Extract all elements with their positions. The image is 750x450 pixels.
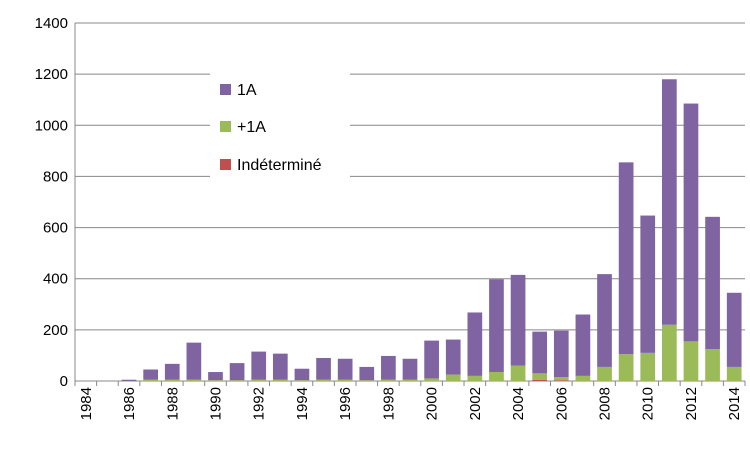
bar-segment-1a [186, 342, 202, 380]
bar-segment-1a [683, 341, 699, 381]
x-tick-label: 1996 [337, 387, 354, 420]
y-tick-label: 200 [43, 322, 68, 339]
legend-label: Indéterminé [237, 157, 322, 174]
bar-segment-ind-termin [532, 379, 548, 381]
x-tick-label: 2004 [510, 387, 527, 420]
x-tick-label: 2008 [597, 387, 614, 420]
bar-segment-1a [143, 379, 158, 381]
bar-segment-1a [229, 363, 245, 381]
bar-segment-1a [186, 379, 202, 381]
legend: 1A +1A Indéterminé [210, 72, 350, 182]
bar-segment-1a [381, 355, 396, 380]
x-tick-label: 2006 [553, 387, 570, 420]
bar-segment-1a [662, 79, 677, 325]
x-tick-label: 2014 [726, 387, 743, 420]
bar-segment-1a [316, 379, 331, 381]
bar-segment-1a [208, 380, 223, 381]
bar-segment-1a [402, 358, 418, 380]
bar-segment-1a [597, 366, 612, 381]
bar-segment-1a [597, 274, 612, 367]
bar-segment-1a [489, 372, 504, 381]
bar-segment-1a [402, 379, 418, 381]
x-tick-label: 2010 [640, 387, 657, 420]
bar-segment-1a [575, 375, 591, 381]
bar-segment-1a [143, 369, 158, 380]
x-tick-label: 1992 [251, 387, 268, 420]
bars [121, 79, 742, 381]
bar-segment-1a [467, 312, 483, 376]
y-tick-label: 1200 [35, 66, 68, 83]
y-axis: 0 200 400 600 800 1000 1200 1400 [35, 15, 76, 390]
bar-segment-1a [359, 366, 375, 381]
bar-segment-1a [510, 365, 526, 381]
bar-segment-1a [640, 215, 656, 353]
bar-segment-1a [251, 351, 267, 380]
bar-segment-1a [510, 274, 526, 366]
bar-segment-1a [618, 354, 634, 381]
bar-segment-1a [424, 340, 439, 379]
bar-segment-1a [575, 314, 591, 376]
y-tick-label: 600 [43, 220, 68, 237]
bar-segment-1a [337, 379, 353, 381]
bar-segment-1a [359, 380, 375, 381]
x-tick-label: 2012 [683, 387, 700, 420]
legend-label: 1A [237, 82, 257, 99]
bar-segment-1a [705, 349, 720, 381]
bar-segment-1a [532, 331, 548, 374]
legend-swatch [220, 159, 231, 170]
x-tick-label: 1998 [380, 387, 397, 420]
bar-segment-1a [640, 352, 656, 381]
x-tick-label: 1994 [294, 387, 311, 420]
bar-segment-1a [662, 324, 677, 381]
bar-segment-1a [121, 379, 137, 381]
gridlines [75, 22, 745, 331]
x-tick-label: 1988 [164, 387, 181, 420]
bar-segment-1a [683, 103, 699, 342]
x-tick-label: 1986 [121, 387, 138, 420]
bar-segment-1a [164, 379, 180, 381]
bar-segment-1a [251, 379, 267, 381]
bar-segment-1a [381, 379, 396, 381]
bar-segment-1a [208, 372, 223, 381]
legend-swatch [220, 84, 231, 95]
legend-swatch [220, 121, 231, 132]
bar-segment-1a [467, 375, 483, 381]
x-axis: 1984 1986 1988 1990 1992 1994 1996 1998 2000 2002… [74, 380, 746, 420]
y-tick-label: 400 [43, 271, 68, 288]
bar-segment-1a [445, 339, 461, 375]
y-tick-label: 1000 [35, 117, 68, 134]
bar-segment-1a [337, 358, 353, 380]
x-tick-label: 1990 [207, 387, 224, 420]
y-tick-label: 800 [43, 168, 68, 185]
bar-segment-1a [553, 330, 569, 378]
bar-segment-1a [726, 292, 742, 367]
y-tick-label: 1400 [35, 15, 68, 32]
bar-segment-1a [294, 380, 310, 381]
x-tick-label: 1984 [78, 387, 95, 420]
bar-segment-1a [445, 374, 461, 381]
bar-segment-1a [726, 366, 742, 381]
bar-segment-1a [424, 378, 439, 381]
bar-segment-1a [618, 162, 634, 355]
x-tick-label: 2002 [467, 387, 484, 420]
bar-segment-ind-termin [553, 380, 569, 381]
bar-segment-1a [272, 379, 288, 381]
legend-label: +1A [237, 119, 266, 136]
bar-segment-1a [272, 353, 288, 380]
bar-segment-1a [532, 373, 548, 380]
bar-segment-1a [229, 380, 245, 381]
bar-segment-1a [164, 363, 180, 380]
bar-segment-1a [294, 368, 310, 381]
bar-segment-1a [705, 216, 720, 350]
y-tick-label: 0 [60, 373, 68, 390]
bar-segment-1a [553, 377, 569, 381]
x-tick-label: 2000 [424, 387, 441, 420]
bar-segment-1a [316, 357, 331, 380]
bar-segment-1a [489, 279, 504, 373]
legend-background [210, 72, 350, 182]
